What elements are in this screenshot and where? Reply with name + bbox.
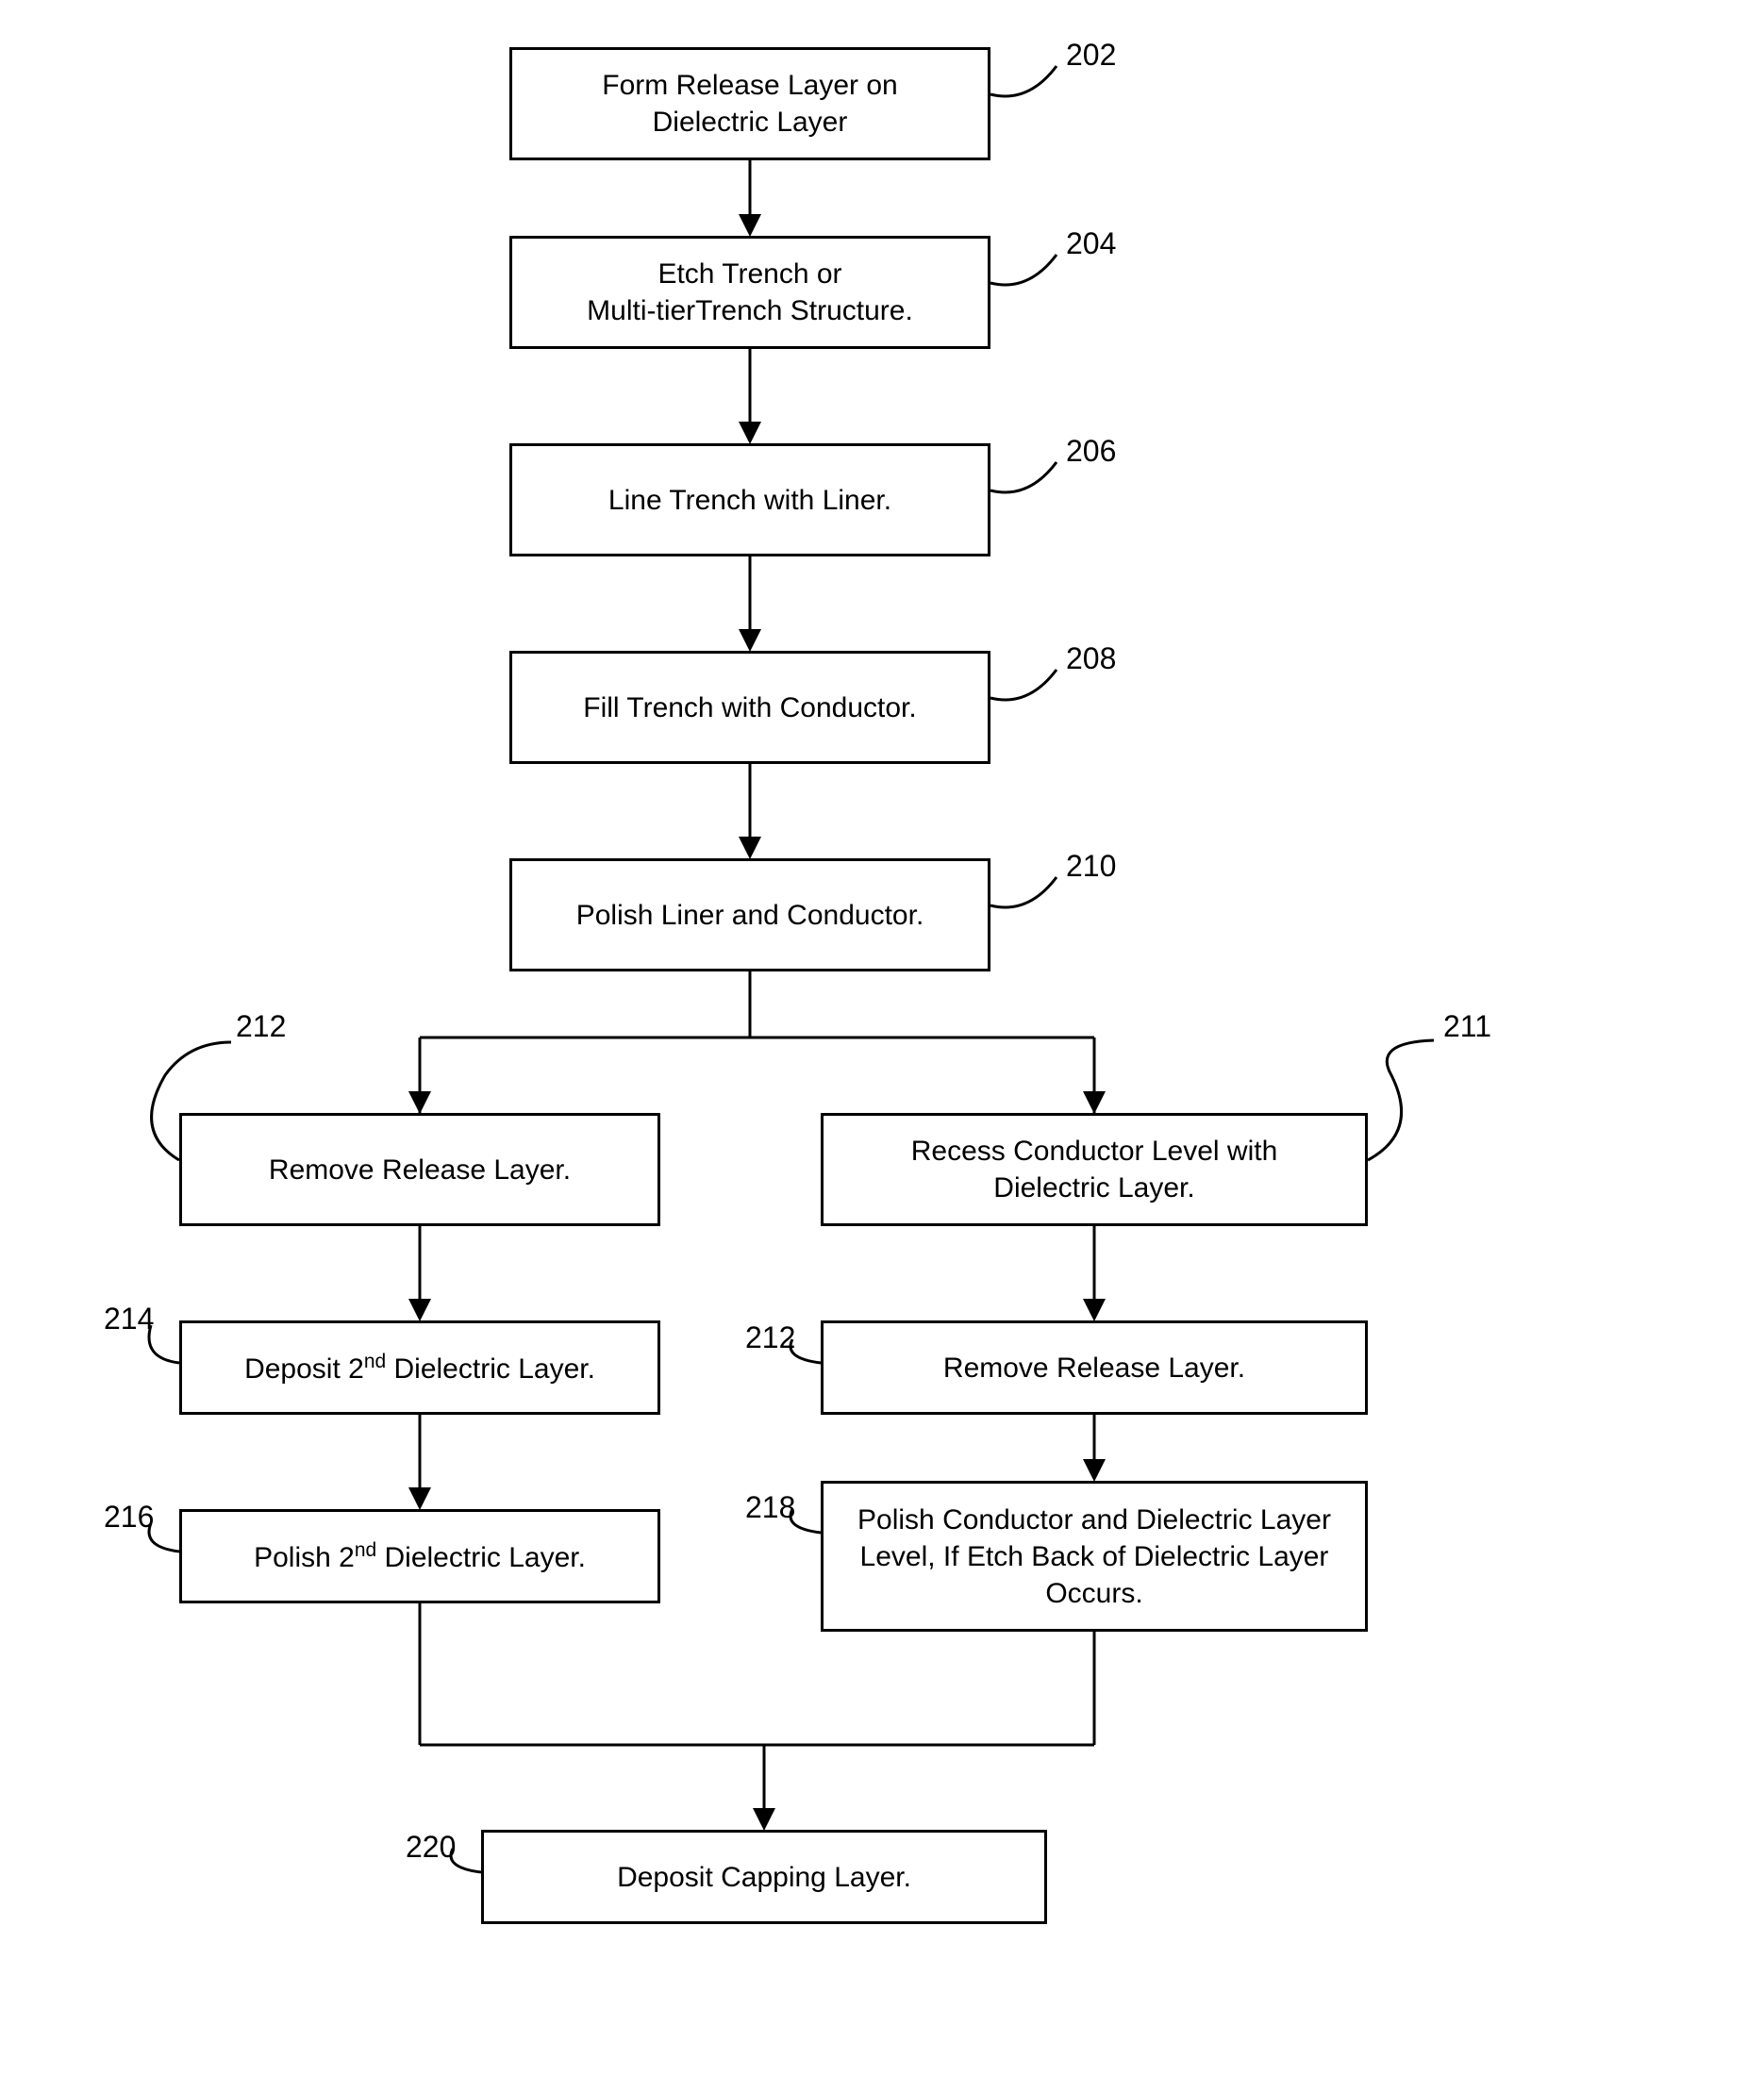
box-text: Polish 2nd Dielectric Layer. xyxy=(254,1537,586,1576)
box-text: Remove Release Layer. xyxy=(943,1350,1245,1386)
box-text: Polish Conductor and Dielectric Layer Le… xyxy=(857,1502,1331,1612)
label-210: 210 xyxy=(1066,849,1116,884)
box-text: Polish Liner and Conductor. xyxy=(576,897,924,934)
box-text: Remove Release Layer. xyxy=(269,1152,571,1188)
flowchart-box-204: Etch Trench or Multi-tierTrench Structur… xyxy=(509,236,990,349)
flowchart-box-206: Line Trench with Liner. xyxy=(509,443,990,556)
flowchart-box-208: Fill Trench with Conductor. xyxy=(509,651,990,764)
flowchart-box-212-left: Remove Release Layer. xyxy=(179,1113,660,1226)
label-204: 204 xyxy=(1066,226,1116,261)
label-214: 214 xyxy=(104,1302,154,1336)
box-text: Line Trench with Liner. xyxy=(608,482,891,519)
flowchart-box-220: Deposit Capping Layer. xyxy=(481,1830,1047,1924)
flowchart-box-210: Polish Liner and Conductor. xyxy=(509,858,990,971)
label-216: 216 xyxy=(104,1500,154,1535)
box-text: Deposit 2nd Dielectric Layer. xyxy=(244,1349,595,1387)
flowchart-box-211: Recess Conductor Level with Dielectric L… xyxy=(821,1113,1368,1226)
label-212-left: 212 xyxy=(236,1009,286,1044)
box-text: Deposit Capping Layer. xyxy=(617,1859,911,1896)
flowchart-box-212-right: Remove Release Layer. xyxy=(821,1320,1368,1415)
flowchart-box-202: Form Release Layer on Dielectric Layer xyxy=(509,47,990,160)
label-211: 211 xyxy=(1443,1009,1491,1044)
box-text: Etch Trench or Multi-tierTrench Structur… xyxy=(587,256,913,329)
flowchart-box-214: Deposit 2nd Dielectric Layer. xyxy=(179,1320,660,1415)
box-text: Form Release Layer on Dielectric Layer xyxy=(602,67,897,141)
flowchart-box-216: Polish 2nd Dielectric Layer. xyxy=(179,1509,660,1603)
flowchart-box-218: Polish Conductor and Dielectric Layer Le… xyxy=(821,1481,1368,1632)
box-text: Recess Conductor Level with Dielectric L… xyxy=(911,1133,1278,1206)
label-220: 220 xyxy=(406,1830,456,1865)
label-206: 206 xyxy=(1066,434,1116,469)
box-text: Fill Trench with Conductor. xyxy=(583,689,916,726)
label-208: 208 xyxy=(1066,641,1116,676)
label-218: 218 xyxy=(745,1490,795,1525)
label-212-right: 212 xyxy=(745,1320,795,1355)
label-202: 202 xyxy=(1066,38,1116,73)
